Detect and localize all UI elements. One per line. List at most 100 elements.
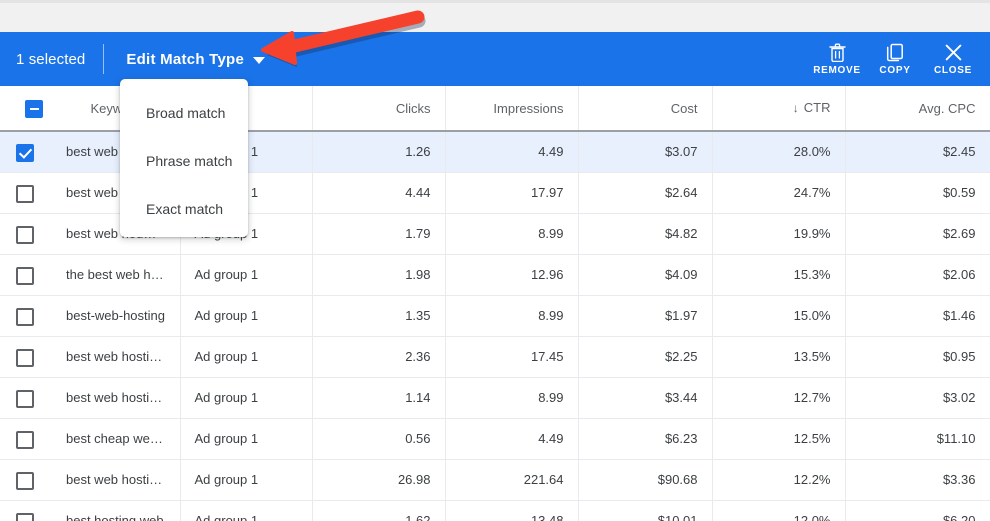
cell-cost: $1.97 — [578, 295, 713, 337]
select-all-checkbox[interactable] — [25, 100, 43, 119]
toolbar-divider — [103, 44, 105, 74]
cell-avg-cpc: $3.36 — [845, 459, 990, 501]
header-cost[interactable]: Cost — [578, 86, 713, 131]
cell-ad-group: Ad group 1 — [180, 377, 313, 419]
header-avg-cpc[interactable]: Avg. CPC — [845, 86, 990, 131]
cell-ad-group: Ad group 1 — [180, 418, 313, 460]
copy-button[interactable]: COPY — [866, 42, 924, 76]
cell-ctr: 12.2% — [712, 459, 846, 501]
bulk-action-toolbar: 1 selected Edit Match Type REMOVE — [0, 32, 990, 86]
header-ctr[interactable]: ↓ CTR — [712, 86, 846, 131]
table-row[interactable]: best hosting web Ad group 1 1.62 13.48 $10.0… — [0, 500, 990, 521]
table-row[interactable]: best web hosting pr… Ad group 1 1.14 8.99 $3… — [0, 377, 990, 419]
cell-cost: $10.01 — [578, 500, 713, 521]
close-button-label: CLOSE — [934, 65, 972, 76]
row-checkbox[interactable] — [16, 348, 34, 367]
row-checkbox[interactable] — [16, 225, 34, 244]
cell-clicks: 1.35 — [312, 295, 446, 337]
cell-clicks: 4.44 — [312, 172, 446, 214]
row-checkbox[interactable] — [16, 266, 34, 285]
cell-ad-group: Ad group 1 — [180, 295, 313, 337]
row-select-cell — [0, 173, 52, 214]
table-row[interactable]: best cheap web hos…Ad group 10.564.49$6.… — [0, 418, 990, 460]
cell-ctr: 12.7% — [712, 377, 846, 419]
cell-ctr: 12.5% — [712, 418, 846, 460]
row-checkbox[interactable] — [16, 143, 34, 162]
row-select-cell — [0, 378, 52, 419]
cell-impressions: 4.49 — [445, 131, 579, 173]
row-select-cell — [0, 460, 52, 501]
cell-cost: $2.25 — [578, 336, 713, 378]
copy-icon — [886, 42, 904, 62]
table-row[interactable]: best web hou…Ad group 11.798.99$4.8219.9… — [0, 213, 990, 255]
cell-ctr: 15.3% — [712, 254, 846, 296]
cell-ad-group: Ad group 1 — [180, 254, 313, 296]
table-row[interactable]: best-web-hosting Ad group 1 1.35 8.99 $1.97 1… — [0, 295, 990, 337]
cell-avg-cpc: $0.95 — [845, 336, 990, 378]
cell-impressions: 17.97 — [445, 172, 579, 214]
header-impressions[interactable]: Impressions — [445, 86, 579, 131]
cell-keyword: best cheap web hos… — [52, 418, 181, 460]
cell-impressions: 12.96 — [445, 254, 579, 296]
table-row[interactable]: the best web hosting Ad group 1 1.98 12.96 $… — [0, 254, 990, 296]
table-row[interactable]: best web hosting sit…Ad group 12.3617.45… — [0, 336, 990, 378]
cell-ad-group: Ad group 1 — [180, 459, 313, 501]
remove-button-label: REMOVE — [813, 65, 861, 76]
match-type-dropdown-menu[interactable]: Broad match Phrase match Exact match — [120, 79, 248, 237]
cell-ctr: 24.7% — [712, 172, 846, 214]
cell-impressions: 8.99 — [445, 213, 579, 255]
page-background-strip — [0, 0, 990, 32]
close-button[interactable]: CLOSE — [924, 42, 982, 76]
table-row[interactable]: best web hosting se…Ad group 126.98221.6… — [0, 459, 990, 501]
row-checkbox[interactable] — [16, 471, 34, 490]
row-checkbox[interactable] — [16, 430, 34, 449]
cell-cost: $4.82 — [578, 213, 713, 255]
cell-avg-cpc: $11.10 — [845, 418, 990, 460]
row-checkbox[interactable] — [16, 389, 34, 408]
cell-clicks: 1.79 — [312, 213, 446, 255]
row-select-cell — [0, 419, 52, 460]
menu-item-broad-match[interactable]: Broad match — [146, 105, 226, 121]
row-checkbox[interactable] — [16, 512, 34, 521]
cell-ad-group: Ad group 1 — [180, 336, 313, 378]
cell-clicks: 1.62 — [312, 500, 446, 521]
cell-impressions: 4.49 — [445, 418, 579, 460]
cell-keyword: best hosting web — [52, 500, 181, 521]
cell-impressions: 221.64 — [445, 459, 579, 501]
cell-ctr: 12.0% — [712, 500, 846, 521]
cell-keyword: the best web hosting — [52, 254, 181, 296]
cell-ctr: 13.5% — [712, 336, 846, 378]
header-clicks[interactable]: Clicks — [312, 86, 446, 131]
cell-impressions: 8.99 — [445, 377, 579, 419]
cell-cost: $2.64 — [578, 172, 713, 214]
cell-ctr: 19.9% — [712, 213, 846, 255]
row-select-cell — [0, 255, 52, 296]
copy-button-label: COPY — [879, 65, 911, 76]
row-checkbox[interactable] — [16, 184, 34, 203]
cell-keyword: best-web-hosting — [52, 295, 181, 337]
menu-item-phrase-match[interactable]: Phrase match — [146, 153, 233, 169]
cell-cost: $90.68 — [578, 459, 713, 501]
table-body: best web hos…Ad group 11.264.49$3.0728.0… — [0, 131, 990, 521]
cell-keyword: best web hosting se… — [52, 459, 181, 501]
selected-count-label: 1 selected — [16, 50, 86, 68]
row-checkbox[interactable] — [16, 307, 34, 326]
keywords-table-container[interactable]: Keyword Clicks Impressions Cost ↓ CTR Avg… — [0, 86, 990, 521]
cell-ad-group: Ad group 1 — [180, 500, 313, 521]
edit-match-type-button[interactable]: Edit Match Type — [126, 51, 266, 68]
chevron-down-icon — [253, 56, 266, 64]
close-icon — [944, 42, 963, 62]
cell-clicks: 26.98 — [312, 459, 446, 501]
menu-item-exact-match[interactable]: Exact match — [146, 201, 224, 217]
row-select-cell — [0, 501, 52, 521]
cell-cost: $4.09 — [578, 254, 713, 296]
cell-avg-cpc: $1.46 — [845, 295, 990, 337]
header-ctr-label: CTR — [803, 100, 831, 115]
cell-avg-cpc: $6.20 — [845, 500, 990, 521]
remove-button[interactable]: REMOVE — [808, 42, 866, 76]
row-select-cell — [0, 296, 52, 337]
sort-descending-icon: ↓ — [792, 101, 799, 115]
cell-avg-cpc: $2.45 — [845, 131, 990, 173]
cell-avg-cpc: $0.59 — [845, 172, 990, 214]
cell-cost: $3.44 — [578, 377, 713, 419]
